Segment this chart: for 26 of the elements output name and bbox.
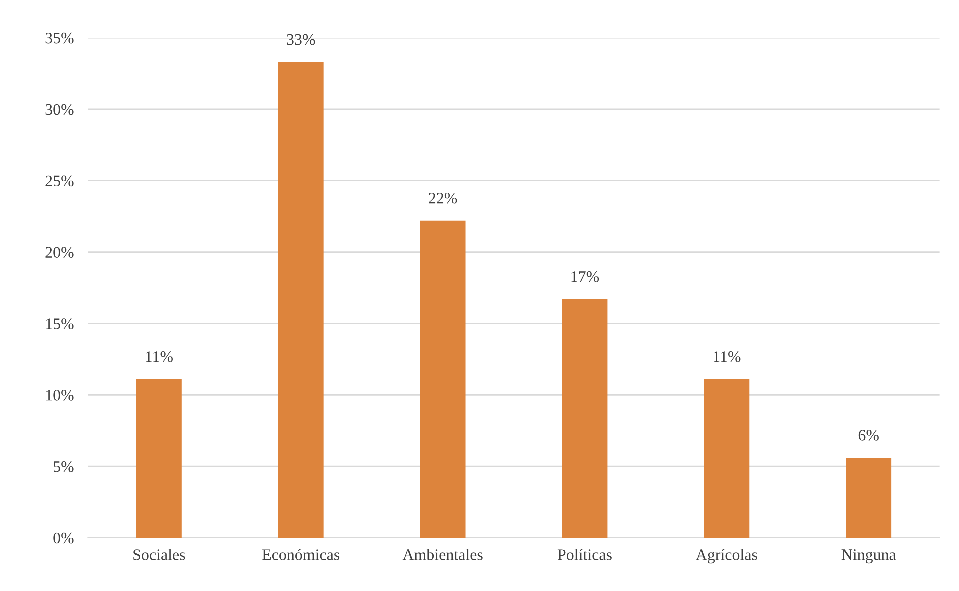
y-tick-label: 30% — [46, 104, 74, 116]
y-tick-label: 0% — [54, 532, 74, 544]
x-tick-label: Económicas — [262, 549, 340, 560]
x-tick-label: Ambientales — [402, 549, 483, 560]
y-tick-label: 15% — [46, 318, 74, 330]
bar — [562, 299, 608, 538]
bar — [846, 458, 892, 538]
x-tick-label: Ninguna — [842, 550, 896, 564]
data-label: 17% — [572, 272, 600, 282]
bar — [704, 379, 750, 538]
x-tick-label: Sociales — [134, 549, 186, 560]
x-tick-label: Agrícolas — [696, 549, 758, 564]
data-label: 22% — [429, 192, 458, 204]
data-label: 11% — [714, 352, 741, 362]
y-tick-label: 35% — [46, 32, 74, 44]
bar — [136, 379, 182, 538]
bar — [420, 220, 466, 538]
data-label: 33% — [287, 34, 316, 46]
bar — [278, 62, 324, 538]
data-label: 11% — [146, 352, 173, 362]
data-label: 6% — [858, 430, 879, 441]
y-tick-label: 5% — [54, 461, 74, 472]
y-tick-label: 10% — [46, 390, 74, 401]
x-tick-label: Políticas — [558, 549, 612, 560]
y-tick-label: 20% — [46, 247, 74, 258]
y-tick-label: 25% — [46, 176, 74, 187]
